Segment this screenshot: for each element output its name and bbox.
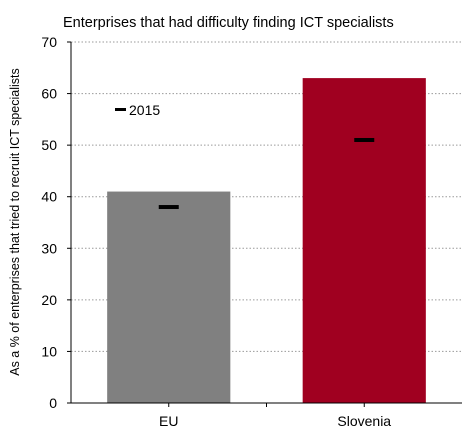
bar-slovenia [302,78,426,403]
2015-markers [158,137,375,210]
y-tick-label: 0 [49,395,57,411]
legend: 2015 [115,102,160,118]
y-tick-label: 40 [41,189,57,205]
bars [107,78,426,403]
y-tick-label: 10 [41,343,57,359]
legend-label-2015: 2015 [129,102,160,118]
marker-2015-slovenia [354,137,375,142]
marker-2015-eu [158,205,179,210]
y-axis-ticks: 0 10 20 30 40 50 60 70 [41,34,71,411]
x-tick-label: Slovenia [337,413,391,429]
chart-title: Enterprises that had difficulty finding … [63,15,394,31]
y-axis-label: As a % of enterprises that tried to recr… [8,68,22,376]
x-tick-label: EU [159,413,178,429]
legend-marker-2015 [115,108,126,111]
y-tick-label: 30 [41,240,57,256]
y-tick-label: 70 [41,34,57,50]
y-tick-label: 60 [41,86,57,102]
y-tick-label: 50 [41,137,57,153]
x-axis-ticks: EU Slovenia [159,403,391,429]
y-tick-label: 20 [41,292,57,308]
bar-eu [107,191,231,403]
